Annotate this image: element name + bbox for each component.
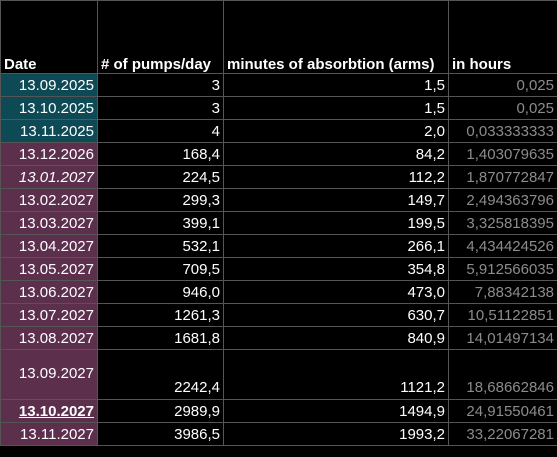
hours-cell[interactable]: 7,88342138 [448, 280, 557, 304]
table-row: 13.01.2027 224,5 112,2 1,870772847 [0, 165, 557, 189]
data-table: Date # of pumps/day minutes of absorbtio… [0, 0, 557, 446]
date-cell[interactable]: 13.02.2027 [0, 188, 98, 212]
header-spacer-row [0, 0, 557, 50]
minutes-cell[interactable]: 84,2 [223, 142, 449, 166]
minutes-cell[interactable]: 354,8 [223, 257, 449, 281]
hours-cell[interactable]: 0,025 [448, 96, 557, 120]
pumps-cell[interactable]: 168,4 [97, 142, 224, 166]
hours-cell[interactable]: 5,912566035 [448, 257, 557, 281]
date-cell[interactable]: 13.06.2027 [0, 280, 98, 304]
header-row: Date # of pumps/day minutes of absorbtio… [0, 49, 557, 74]
table-row: 13.08.2027 1681,8 840,9 14,01497134 [0, 326, 557, 350]
date-cell[interactable]: 13.11.2025 [0, 119, 98, 143]
cell-empty[interactable] [97, 0, 224, 50]
hours-cell[interactable]: 14,01497134 [448, 326, 557, 350]
hours-cell[interactable]: 24,91550461 [448, 399, 557, 423]
header-minutes[interactable]: minutes of absorbtion (arms) [223, 49, 449, 74]
pumps-cell[interactable]: 946,0 [97, 280, 224, 304]
table-row: 13.04.2027 532,1 266,1 4,434424526 [0, 234, 557, 258]
date-cell[interactable]: 13.09.2025 [0, 73, 98, 97]
date-cell[interactable]: 13.10.2027 [0, 399, 98, 423]
table-row: 13.03.2027 399,1 199,5 3,325818395 [0, 211, 557, 235]
table-row: 13.02.2027 299,3 149,7 2,494363796 [0, 188, 557, 212]
pumps-cell[interactable]: 3986,5 [97, 422, 224, 446]
minutes-cell[interactable]: 1993,2 [223, 422, 449, 446]
minutes-cell[interactable]: 473,0 [223, 280, 449, 304]
date-cell[interactable]: 13.11.2027 [0, 422, 98, 446]
pumps-cell[interactable]: 224,5 [97, 165, 224, 189]
minutes-cell[interactable]: 630,7 [223, 303, 449, 327]
pumps-cell[interactable]: 709,5 [97, 257, 224, 281]
table-row: 13.05.2027 709,5 354,8 5,912566035 [0, 257, 557, 281]
minutes-cell[interactable]: 1121,2 [223, 349, 449, 400]
table-row: 13.11.2027 3986,5 1993,2 33,22067281 [0, 422, 557, 446]
header-date[interactable]: Date [0, 49, 98, 74]
pumps-cell[interactable]: 1261,3 [97, 303, 224, 327]
hours-cell[interactable]: 10,51122851 [448, 303, 557, 327]
minutes-cell[interactable]: 1,5 [223, 73, 449, 97]
table-row: 13.10.2027 2989,9 1494,9 24,91550461 [0, 399, 557, 423]
pumps-cell[interactable]: 532,1 [97, 234, 224, 258]
minutes-cell[interactable]: 149,7 [223, 188, 449, 212]
cell-empty[interactable] [448, 0, 557, 50]
hours-cell[interactable]: 2,494363796 [448, 188, 557, 212]
hours-cell[interactable]: 0,033333333 [448, 119, 557, 143]
pumps-cell[interactable]: 2989,9 [97, 399, 224, 423]
pumps-cell[interactable]: 299,3 [97, 188, 224, 212]
date-cell[interactable]: 13.10.2025 [0, 96, 98, 120]
cell-empty[interactable] [0, 0, 98, 50]
pumps-cell[interactable]: 3 [97, 73, 224, 97]
pumps-cell[interactable]: 2242,4 [97, 349, 224, 400]
table-row: 13.12.2026 168,4 84,2 1,403079635 [0, 142, 557, 166]
table-row: 13.07.2027 1261,3 630,7 10,51122851 [0, 303, 557, 327]
minutes-cell[interactable]: 199,5 [223, 211, 449, 235]
date-cell[interactable]: 13.09.2027 [0, 349, 98, 400]
hours-cell[interactable]: 0,025 [448, 73, 557, 97]
hours-cell[interactable]: 33,22067281 [448, 422, 557, 446]
hours-cell[interactable]: 18,68662846 [448, 349, 557, 400]
date-cell[interactable]: 13.12.2026 [0, 142, 98, 166]
minutes-cell[interactable]: 112,2 [223, 165, 449, 189]
header-pumps[interactable]: # of pumps/day [97, 49, 224, 74]
date-cell[interactable]: 13.01.2027 [0, 165, 98, 189]
hours-cell[interactable]: 4,434424526 [448, 234, 557, 258]
table-row: 13.09.2027 2242,4 1121,2 18,68662846 [0, 349, 557, 400]
pumps-cell[interactable]: 4 [97, 119, 224, 143]
minutes-cell[interactable]: 1,5 [223, 96, 449, 120]
hours-cell[interactable]: 1,403079635 [448, 142, 557, 166]
hours-cell[interactable]: 1,870772847 [448, 165, 557, 189]
pumps-cell[interactable]: 3 [97, 96, 224, 120]
table-row: 13.10.2025 3 1,5 0,025 [0, 96, 557, 120]
pumps-cell[interactable]: 1681,8 [97, 326, 224, 350]
table-row: 13.11.2025 4 2,0 0,033333333 [0, 119, 557, 143]
date-cell[interactable]: 13.03.2027 [0, 211, 98, 235]
date-cell[interactable]: 13.04.2027 [0, 234, 98, 258]
minutes-cell[interactable]: 840,9 [223, 326, 449, 350]
date-cell[interactable]: 13.05.2027 [0, 257, 98, 281]
date-cell[interactable]: 13.07.2027 [0, 303, 98, 327]
hours-cell[interactable]: 3,325818395 [448, 211, 557, 235]
pumps-cell[interactable]: 399,1 [97, 211, 224, 235]
header-hours[interactable]: in hours [448, 49, 557, 74]
date-cell[interactable]: 13.08.2027 [0, 326, 98, 350]
table-row: 13.09.2025 3 1,5 0,025 [0, 73, 557, 97]
table-row: 13.06.2027 946,0 473,0 7,88342138 [0, 280, 557, 304]
minutes-cell[interactable]: 266,1 [223, 234, 449, 258]
minutes-cell[interactable]: 1494,9 [223, 399, 449, 423]
minutes-cell[interactable]: 2,0 [223, 119, 449, 143]
cell-empty[interactable] [223, 0, 449, 50]
